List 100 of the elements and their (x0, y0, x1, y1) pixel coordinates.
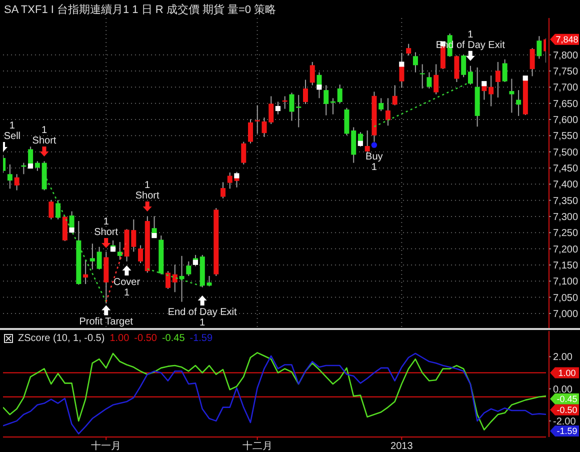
point (234, 173, 240, 178)
y-tick-label: 7,550 (553, 131, 578, 142)
candlestick (206, 275, 212, 287)
y-tick-label: 7,200 (553, 244, 578, 256)
chart-title: ZScore (10, 1, -0.5) (18, 333, 105, 344)
point (316, 84, 322, 90)
candlestick (34, 160, 40, 172)
candlestick (227, 172, 232, 190)
candlestick (502, 58, 508, 83)
x-tick-label: 十一月 (91, 440, 122, 452)
point (28, 164, 34, 169)
point (399, 62, 404, 67)
point (142, 201, 152, 212)
ref-line-label: 1.00 (558, 368, 576, 378)
candlestick (166, 270, 171, 290)
candlestick (509, 78, 514, 114)
candlestick (364, 130, 370, 154)
y-tick-label: 7,250 (553, 228, 578, 240)
point (482, 81, 487, 86)
annotation: 1 Sell (4, 120, 21, 142)
candlestick (56, 199, 61, 220)
candlestick (324, 84, 329, 116)
candlestick (48, 199, 54, 220)
y-tick-label: 7,000 (553, 309, 578, 320)
annotation: 1 Short (94, 216, 118, 238)
candlestick (62, 216, 68, 242)
point (69, 228, 74, 233)
candlestick (172, 264, 178, 293)
annotation: Cover 1 (113, 276, 141, 298)
candlestick (248, 118, 254, 144)
y-tick-label: 7,500 (553, 147, 578, 158)
candlestick (495, 61, 500, 98)
y-tick-label: 7,800 (553, 50, 578, 62)
candlestick (385, 98, 390, 126)
data-label: -0.45 (556, 394, 578, 404)
text: -0.45 (162, 333, 185, 344)
candlestick (14, 174, 20, 191)
candlestick (289, 92, 294, 122)
y-tick-label: 7,150 (553, 260, 578, 272)
candlestick (488, 75, 494, 107)
y-tick-label: 7,300 (553, 212, 578, 224)
data-label: -1.59 (556, 426, 578, 436)
ref-line-label: -0.50 (556, 405, 578, 416)
candlestick (536, 36, 542, 60)
candlestick (186, 260, 192, 276)
y-tick-label: 7,400 (553, 180, 578, 191)
x-tick-label: 2013 (390, 441, 414, 452)
candlestick (296, 94, 302, 128)
annotation: 1 Short (32, 125, 56, 147)
point (102, 305, 111, 316)
candlestick (302, 79, 308, 104)
y-tick-label: 0.00 (553, 384, 573, 396)
candlestick (83, 259, 88, 285)
y-tick-label: -2.00 (553, 416, 576, 428)
candlestick (96, 246, 102, 270)
text: -1.59 (190, 333, 213, 344)
point (40, 146, 49, 157)
y-tick-label: 7,700 (553, 82, 578, 94)
x-tick-label: 十二月 (242, 440, 272, 452)
y-tick-label: 7,650 (553, 98, 578, 110)
annotation: 1 Short (135, 180, 160, 202)
point (358, 140, 363, 146)
candlestick (392, 84, 398, 106)
point (371, 142, 378, 148)
text: 7,848 (556, 34, 578, 45)
y-tick-label: 7,050 (553, 292, 578, 304)
candlestick (468, 65, 473, 86)
candlestick (516, 90, 522, 116)
candlestick (220, 182, 226, 199)
candlestick (406, 43, 412, 56)
y-tick-label: 7,600 (553, 115, 578, 126)
y-tick-label: 7,450 (553, 164, 578, 175)
candlestick (90, 243, 95, 270)
point (102, 238, 111, 248)
y-tick-label: 7,350 (553, 196, 578, 207)
candlestick (434, 64, 439, 95)
candlestick (412, 52, 418, 73)
candlestick (117, 242, 122, 260)
candlestick (426, 72, 432, 89)
candlestick (138, 244, 144, 264)
candlestick (378, 98, 384, 112)
y-tick-label: 2.00 (553, 352, 573, 364)
candlestick (7, 164, 12, 190)
chart-title: SA TXF1 I 台指期連續月1 1 日 R 成交價 期貨 量=0 策略 (4, 2, 276, 18)
annotation: End of Day Exit 1 (168, 307, 238, 329)
candlestick (461, 54, 466, 78)
candlestick (399, 52, 404, 88)
text: -0.50 (134, 333, 157, 344)
point (122, 265, 132, 276)
candlestick (241, 141, 246, 165)
candlestick (454, 54, 460, 83)
candlestick (420, 64, 425, 89)
text: 1.00 (110, 333, 130, 344)
annotation: Profit Target (79, 316, 134, 328)
point (152, 233, 157, 238)
point (522, 76, 528, 81)
y-tick-label: 7,100 (553, 276, 578, 288)
candlestick (254, 104, 260, 134)
candlestick (179, 255, 184, 302)
candlestick (337, 84, 342, 104)
